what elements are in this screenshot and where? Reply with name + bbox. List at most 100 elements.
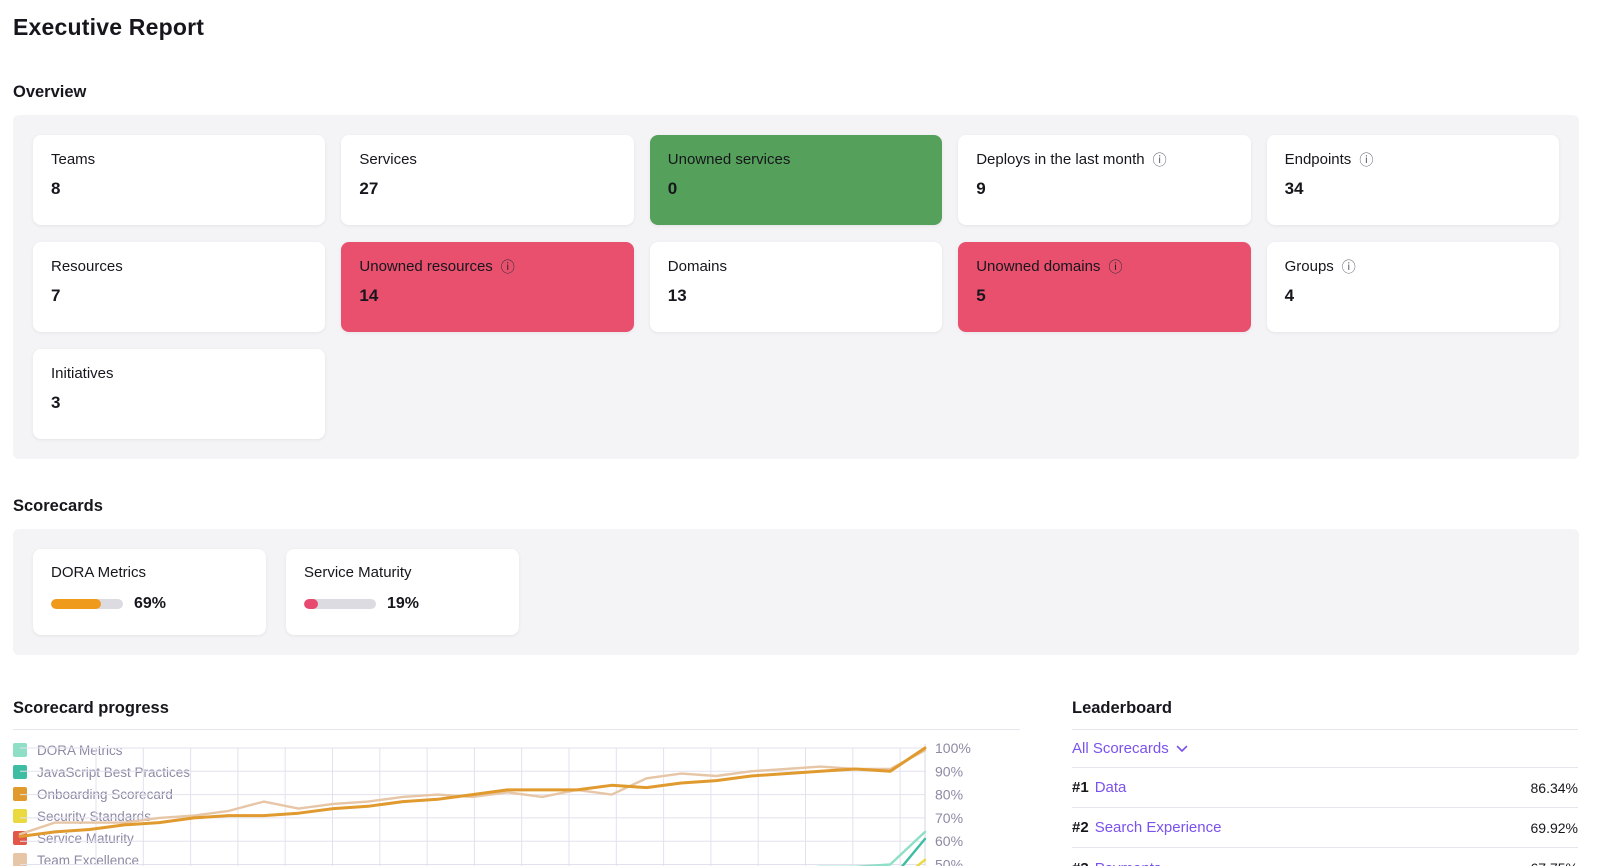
scorecard-card[interactable]: DORA Metrics 69% (33, 549, 266, 635)
stat-card-header: Unowned services (668, 151, 924, 168)
stat-card-label: Groups (1284, 258, 1334, 275)
svg-text:70%: 70% (935, 810, 963, 826)
legend-item[interactable]: Onboarding Scorecard (13, 783, 190, 805)
leaderboard-entity-link[interactable]: Payments (1095, 860, 1162, 866)
scorecard-progress-row: 69% (51, 595, 248, 613)
scorecard-progress-column: Scorecard progress DORA Metrics JavaScri… (13, 699, 1020, 866)
legend-item[interactable]: DORA Metrics (13, 739, 190, 761)
stat-card[interactable]: Unowned services 0 (649, 135, 943, 225)
progress-bar-track (51, 599, 123, 609)
chevron-down-icon (1176, 745, 1188, 752)
info-icon[interactable]: ⓘ (500, 258, 515, 275)
info-icon[interactable]: ⓘ (1152, 151, 1167, 168)
leaderboard-score: 67.75% (1531, 860, 1578, 866)
legend-label: JavaScript Best Practices (37, 764, 191, 780)
stat-card-header: Resources (51, 258, 307, 275)
stat-card-label: Deploys in the last month (976, 151, 1145, 168)
stat-card[interactable]: Services 27 (341, 135, 634, 225)
svg-text:50%: 50% (935, 857, 963, 866)
stat-card[interactable]: Unowned resources ⓘ 14 (341, 242, 634, 332)
stat-card-header: Unowned resources ⓘ (359, 258, 615, 275)
legend-label: Team Excellence (37, 852, 140, 866)
stat-card-label: Unowned domains (976, 258, 1101, 275)
stat-card-header: Groups ⓘ (1285, 258, 1541, 275)
leaderboard-entity-link[interactable]: Search Experience (1094, 819, 1222, 836)
progress-bar-fill (51, 599, 101, 609)
legend-item[interactable]: Security Standards (13, 805, 190, 827)
stat-card-label: Services (359, 151, 417, 168)
stat-card-value: 5 (976, 286, 986, 305)
stat-card-header: Initiatives (51, 365, 307, 382)
bottom-section: Scorecard progress DORA Metrics JavaScri… (13, 699, 1600, 866)
legend-label: Service Maturity (37, 830, 134, 846)
stat-card-header: Unowned domains ⓘ (976, 258, 1232, 275)
stat-card-label: Resources (51, 258, 123, 275)
section-divider (1072, 729, 1578, 730)
scorecard-progress-chart[interactable]: DORA Metrics JavaScript Best Practices O… (13, 730, 1020, 866)
overview-heading: Overview (13, 83, 87, 101)
legend-label: Security Standards (37, 808, 152, 824)
stat-card-header: Domains (668, 258, 924, 275)
stat-card[interactable]: Initiatives 3 (33, 349, 326, 439)
scorecard-percent: 69% (134, 595, 167, 612)
leaderboard-rank: #2 (1072, 819, 1089, 836)
stat-card-label: Domains (667, 258, 727, 275)
leaderboard-rank: #1 (1072, 779, 1089, 796)
legend-item[interactable]: Service Maturity (13, 827, 190, 849)
stat-card-value: 4 (1284, 286, 1295, 305)
legend-label: DORA Metrics (37, 742, 123, 758)
leaderboard-column: Leaderboard All Scorecards #1 Data 86.34… (1072, 699, 1578, 866)
progress-bar-track (304, 599, 376, 609)
stat-card-label: Initiatives (51, 365, 114, 382)
scorecard-progress-heading: Scorecard progress (13, 699, 169, 717)
stat-card[interactable]: Endpoints ⓘ 34 (1266, 135, 1559, 225)
stat-card-value: 9 (976, 179, 986, 198)
scorecards-heading: Scorecards (13, 497, 103, 515)
stat-card-header: Teams (51, 151, 307, 168)
leaderboard-scorecard-filter[interactable]: All Scorecards (1072, 730, 1578, 768)
legend-item[interactable]: JavaScript Best Practices (13, 761, 190, 783)
leaderboard-rows: #1 Data 86.34% #2 Search Experience 69.9… (1072, 768, 1578, 866)
legend-swatch-icon (13, 831, 27, 845)
stat-card-label: Unowned services (667, 151, 791, 168)
stat-card-header: Endpoints ⓘ (1285, 151, 1541, 168)
scorecard-card[interactable]: Service Maturity 19% (286, 549, 519, 635)
stat-card[interactable]: Groups ⓘ 4 (1266, 242, 1559, 332)
overview-stat-grid: Teams 8 Services 27 Unowned services 0 D… (33, 135, 1559, 439)
stat-card[interactable]: Deploys in the last month ⓘ 9 (958, 135, 1251, 225)
legend-swatch-icon (13, 765, 27, 779)
svg-text:90%: 90% (935, 763, 963, 779)
stat-card[interactable]: Resources 7 (33, 242, 326, 332)
stat-card-value: 8 (51, 179, 61, 198)
scorecards-panel: DORA Metrics 69% Service Maturity 19% (13, 529, 1579, 655)
info-icon[interactable]: ⓘ (1108, 258, 1123, 275)
stat-card[interactable]: Unowned domains ⓘ 5 (958, 242, 1251, 332)
leaderboard-row: #2 Search Experience 69.92% (1072, 808, 1578, 848)
legend-swatch-icon (13, 809, 27, 823)
info-icon[interactable]: ⓘ (1341, 258, 1356, 275)
stat-card-header: Deploys in the last month ⓘ (976, 151, 1232, 168)
stat-card[interactable]: Teams 8 (33, 135, 326, 225)
info-icon[interactable]: ⓘ (1359, 151, 1374, 168)
scorecard-progress-row: 19% (304, 595, 501, 613)
leaderboard-rank: #3 (1072, 860, 1089, 866)
legend-label: Onboarding Scorecard (37, 786, 173, 802)
page-title: Executive Report (13, 14, 205, 40)
leaderboard-score: 69.92% (1530, 819, 1578, 836)
svg-text:100%: 100% (935, 740, 971, 756)
leaderboard-entity-link[interactable]: Data (1094, 779, 1127, 796)
stat-card-value: 13 (667, 286, 687, 305)
legend-item[interactable]: Team Excellence (13, 849, 190, 866)
stat-card-value: 27 (359, 179, 379, 198)
legend-swatch-icon (13, 853, 27, 866)
legend-swatch-icon (13, 743, 27, 757)
scorecard-percent: 19% (387, 595, 420, 612)
svg-text:60%: 60% (935, 833, 963, 849)
leaderboard-score: 86.34% (1530, 779, 1578, 796)
stat-card[interactable]: Domains 13 (649, 242, 943, 332)
leaderboard-row: #1 Data 86.34% (1072, 768, 1578, 808)
stat-card-label: Teams (51, 151, 96, 168)
overview-panel: Teams 8 Services 27 Unowned services 0 D… (13, 115, 1579, 459)
leaderboard-heading: Leaderboard (1072, 699, 1172, 717)
legend-swatch-icon (13, 787, 27, 801)
